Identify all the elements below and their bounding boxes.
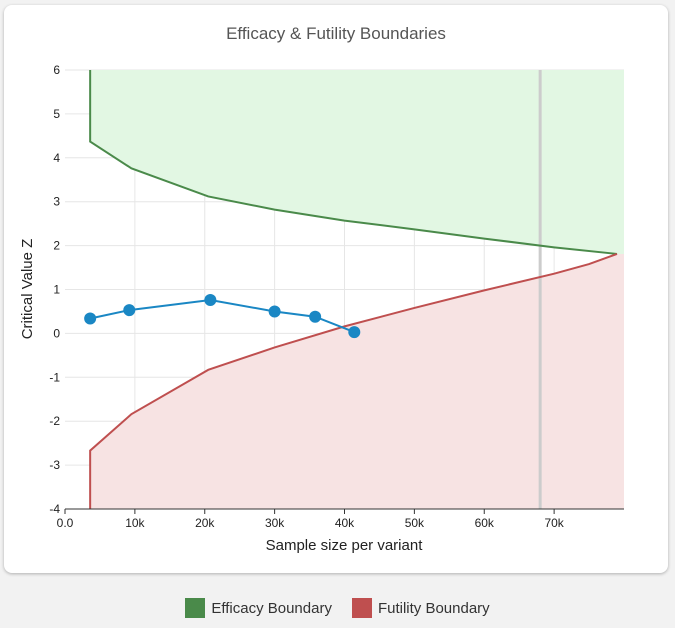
x-tick-label: 40k <box>335 516 355 530</box>
observed-z-point[interactable] <box>84 312 97 325</box>
futility-region <box>90 253 624 509</box>
efficacy-boundary-line <box>89 70 618 255</box>
x-tick-label: 0.0 <box>57 516 74 530</box>
legend-label: Futility Boundary <box>377 599 490 617</box>
y-tick-label: 5 <box>53 107 60 121</box>
y-tick-label: 2 <box>53 239 60 253</box>
legend-label: Efficacy Boundary <box>211 599 332 617</box>
y-tick-label: -3 <box>49 458 60 472</box>
legend-swatch <box>351 598 372 618</box>
legend: Efficacy Boundary Futility Boundary <box>0 598 675 618</box>
y-tick-label: 4 <box>53 151 60 165</box>
area-layer <box>90 70 624 509</box>
line-layer <box>89 70 618 509</box>
legend-item[interactable]: Futility Boundary <box>351 598 490 618</box>
x-tick-label: 30k <box>265 516 285 530</box>
x-tick-label: 50k <box>405 516 425 530</box>
observed-z-point[interactable] <box>204 294 217 307</box>
y-tick-label: -1 <box>49 370 60 384</box>
axis-layer: 6 5 4 3 2 1 0 -1 -2 -3 -40.0 10k 20k 30k 40k 50k 60k 70k <box>49 63 624 530</box>
futility-boundary-line <box>89 253 618 509</box>
observed-z-line <box>89 299 355 334</box>
x-tick-label: 10k <box>125 516 145 530</box>
legend-item[interactable]: Efficacy Boundary <box>185 598 332 618</box>
y-tick-label: 6 <box>53 63 60 77</box>
legend-swatch <box>185 598 206 618</box>
y-tick-label: 3 <box>53 195 60 209</box>
observed-z-point[interactable] <box>123 304 136 317</box>
y-tick-label: -4 <box>49 502 60 516</box>
observed-z-point[interactable] <box>309 310 322 323</box>
x-tick-label: 20k <box>195 516 215 530</box>
x-axis-title: Sample size per variant <box>266 537 424 554</box>
point-layer <box>84 294 361 339</box>
observed-z-point[interactable] <box>268 305 281 318</box>
observed-z-point[interactable] <box>348 326 361 339</box>
efficacy-region <box>90 70 624 254</box>
x-tick-label: 70k <box>544 516 564 530</box>
y-axis-title: Critical Value Z <box>19 239 36 340</box>
y-tick-label: 1 <box>53 283 60 297</box>
y-tick-label: 0 <box>53 326 60 340</box>
y-tick-label: -2 <box>49 414 60 428</box>
chart-title: Efficacy & Futility Boundaries <box>226 24 446 43</box>
x-tick-label: 60k <box>475 516 495 530</box>
